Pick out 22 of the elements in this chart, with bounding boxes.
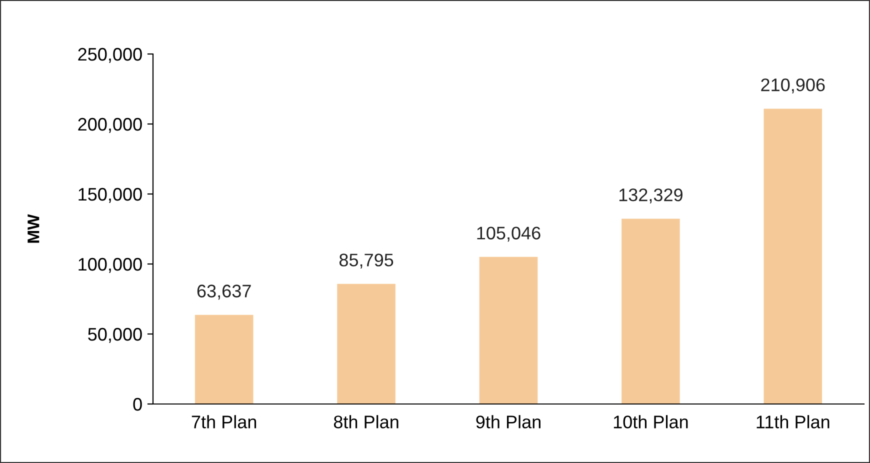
x-tick-label: 11th Plan bbox=[756, 415, 830, 428]
data-label: 105,046 bbox=[477, 226, 540, 242]
data-label: 132,329 bbox=[619, 188, 682, 204]
y-tick-label: 100,000 bbox=[78, 258, 142, 273]
x-tick-label: 7th Plan bbox=[192, 415, 256, 428]
x-tick-label: 9th Plan bbox=[476, 415, 540, 428]
bar bbox=[622, 218, 680, 404]
x-tick-label: 10th Plan bbox=[614, 415, 688, 428]
y-tick-label: 50,000 bbox=[88, 328, 142, 343]
y-tick-label: 150,000 bbox=[78, 188, 142, 203]
y-tick-label: 0 bbox=[133, 398, 142, 411]
y-axis-title: MW bbox=[28, 214, 40, 243]
y-tick-label: 200,000 bbox=[78, 118, 142, 133]
data-label: 210,906 bbox=[761, 78, 825, 94]
bar bbox=[479, 256, 538, 404]
data-label: 85,795 bbox=[339, 254, 394, 269]
x-tick-label: 8th Plan bbox=[334, 415, 398, 428]
data-label: 63,637 bbox=[197, 284, 251, 300]
bar bbox=[764, 108, 822, 404]
bar bbox=[194, 314, 254, 404]
bar bbox=[337, 284, 396, 404]
y-tick-label: 250,000 bbox=[78, 48, 142, 63]
